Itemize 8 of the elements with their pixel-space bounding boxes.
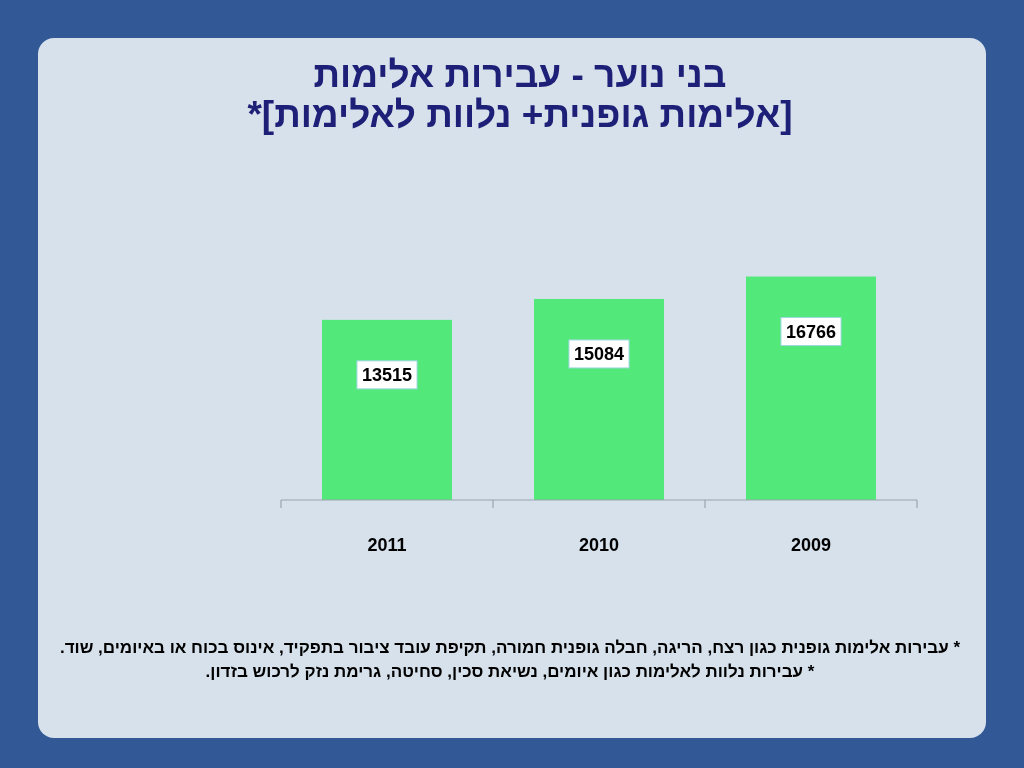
x-tick-label: 2011: [367, 535, 407, 555]
data-label: 15084: [573, 344, 625, 365]
x-tick-label: 2009: [790, 535, 832, 555]
x-tick-label: 2010: [578, 535, 620, 555]
text: * עבירות נלוות לאלימות כגון איומים, נשיאת סכין, סחיטה, גרימת נזק לרכוש בזדון.: [205, 661, 815, 683]
data-label: 13515: [361, 365, 413, 386]
data-label: 16766: [785, 322, 837, 343]
text: * עבירות אלימות גופנית כגון רצח, הריגה, חבלה גופנית חמורה, תקיפת עובד ציבור בתפקיד, אינוס בכוח או באיומים, שוד.: [59, 637, 961, 659]
